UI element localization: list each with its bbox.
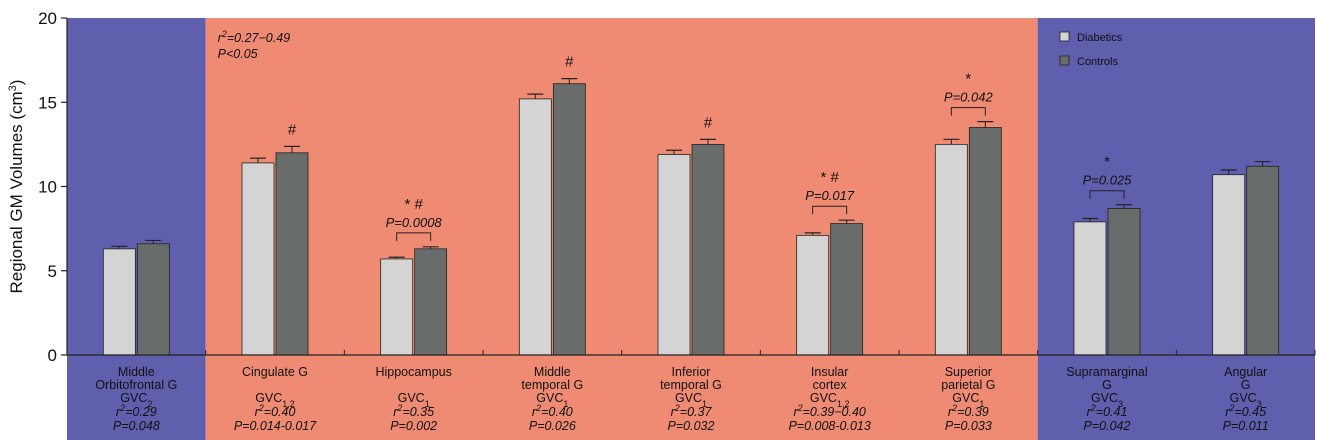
category-gvc-5: GVC1,2	[810, 391, 850, 409]
y-tick-label-5: 5	[48, 262, 57, 281]
bar-diabetics-0	[102, 248, 136, 356]
significance-p-7: P=0.025	[1083, 173, 1133, 188]
category-r2-7: r2=0.41	[1087, 403, 1128, 419]
bar-controls-8	[1246, 165, 1280, 356]
significance-mark-4: #	[704, 114, 713, 131]
category-r2-4: r2=0.37	[671, 403, 713, 419]
category-p-7: P=0.042	[1084, 419, 1131, 433]
bar-controls-1	[275, 152, 309, 356]
y-tick-label-20: 20	[38, 9, 57, 28]
significance-mark-1: #	[288, 121, 297, 138]
y-axis-label: Regional GM Volumes (cm3)	[7, 80, 26, 294]
category-r2-6: r2=0.39	[948, 403, 989, 419]
category-label-1: Cingulate G	[242, 365, 308, 379]
category-label-5: Insular	[811, 365, 849, 379]
category-label-line2-6: parietal G	[941, 378, 995, 392]
bar-controls-5	[830, 223, 864, 356]
bar-diabetics-6	[934, 143, 968, 356]
category-p-5: P=0.008-0.013	[788, 419, 870, 433]
corner-r2: r2=0.27−0.49	[218, 29, 290, 45]
category-label-line2-7: G	[1102, 378, 1112, 392]
category-label-3: Middle	[534, 365, 571, 379]
category-p-0: P=0.048	[113, 419, 160, 433]
legend-swatch-controls	[1059, 55, 1070, 66]
category-label-line2-3: temporal G	[521, 378, 583, 392]
y-tick-label-0: 0	[48, 346, 57, 365]
category-gvc-3: GVC1	[536, 391, 568, 409]
category-gvc-6: GVC1	[952, 391, 984, 409]
significance-annotations: # P=0.0008 * # # # P=0.017 * # P=0.042 * P=0.025 *	[288, 54, 1132, 241]
category-r2-1: r2=0.40	[255, 403, 296, 419]
category-gvc-1: GVC1,2	[255, 391, 295, 409]
bars	[102, 78, 1280, 356]
bar-diabetics-7	[1073, 221, 1107, 356]
category-gvc-2: GVC1	[398, 391, 430, 409]
bar-diabetics-3	[518, 98, 552, 356]
bar-diabetics-1	[241, 162, 275, 356]
category-r2-8: r2=0.45	[1225, 403, 1266, 419]
significance-mark-6: *	[965, 71, 971, 88]
bar-controls-2	[414, 248, 448, 356]
bar-controls-3	[552, 83, 586, 356]
category-label-line2-5: cortex	[813, 378, 848, 392]
bar-controls-4	[691, 143, 725, 356]
legend-swatch-diabetics	[1059, 31, 1070, 42]
group-region-blue	[67, 18, 206, 440]
category-label-line2-4: temporal G	[660, 378, 722, 392]
category-r2-0: r2=0.29	[116, 403, 157, 419]
y-tick-label-10: 10	[38, 178, 57, 197]
significance-mark-7: *	[1104, 154, 1110, 171]
significance-p-2: P=0.0008	[386, 215, 443, 230]
significance-bracket-2	[396, 232, 432, 241]
category-p-4: P=0.032	[668, 419, 715, 433]
significance-bracket-5	[812, 205, 848, 215]
category-gvc-7: GVC3	[1091, 391, 1123, 409]
category-p-8: P=0.011	[1223, 419, 1269, 433]
category-p-6: P=0.033	[945, 419, 992, 433]
category-r2-5: r2=0.39−0.40	[793, 403, 865, 419]
legend-label-diabetics: Diabetics	[1077, 32, 1123, 44]
significance-p-5: P=0.017	[805, 188, 855, 203]
category-r2-3: r2=0.40	[532, 403, 573, 419]
bar-diabetics-8	[1212, 174, 1246, 356]
bar-diabetics-5	[796, 234, 830, 356]
y-tick-label-15: 15	[38, 93, 57, 112]
axes: 0 5 10 15 20 Regional GM Volumes (cm3)	[7, 9, 1316, 365]
significance-mark-2: * #	[404, 196, 423, 213]
category-gvc-4: GVC1	[675, 391, 707, 409]
bar-controls-7	[1107, 208, 1141, 356]
significance-p-6: P=0.042	[944, 90, 994, 105]
category-label-0: Middle	[118, 365, 155, 379]
category-label-4: Inferior	[672, 365, 711, 379]
significance-bracket-6	[950, 107, 986, 116]
bar-diabetics-4	[657, 154, 691, 356]
category-gvc-0: GVC2	[120, 391, 152, 409]
bar-diabetics-2	[380, 258, 414, 356]
category-label-line2-8: G	[1241, 378, 1251, 392]
significance-mark-5: * #	[820, 169, 839, 186]
category-label-7: Supramarginal	[1066, 365, 1147, 379]
category-gvc-8: GVC3	[1230, 391, 1262, 409]
category-label-line2-0: Orbitofrontal G	[95, 378, 177, 392]
category-label-6: Superior	[945, 365, 992, 379]
category-p-1: P=0.014-0.017	[234, 419, 317, 433]
category-label-8: Angular	[1224, 365, 1267, 379]
category-p-2: P=0.002	[390, 419, 437, 433]
category-p-3: P=0.026	[529, 419, 576, 433]
corner-p: P<0.05	[218, 47, 258, 61]
corner-note: r2=0.27−0.49 P<0.05	[218, 29, 290, 61]
significance-mark-3: #	[565, 54, 574, 71]
category-label-2: Hippocampus	[375, 365, 451, 379]
bar-controls-6	[968, 127, 1002, 356]
group-region-salmon	[205, 18, 1038, 440]
legend-label-controls: Controls	[1077, 56, 1118, 68]
significance-bracket-7	[1089, 190, 1125, 199]
legend: Diabetics Controls	[1059, 31, 1123, 68]
category-r2-2: r2=0.35	[393, 403, 434, 419]
bar-controls-0	[136, 243, 170, 356]
